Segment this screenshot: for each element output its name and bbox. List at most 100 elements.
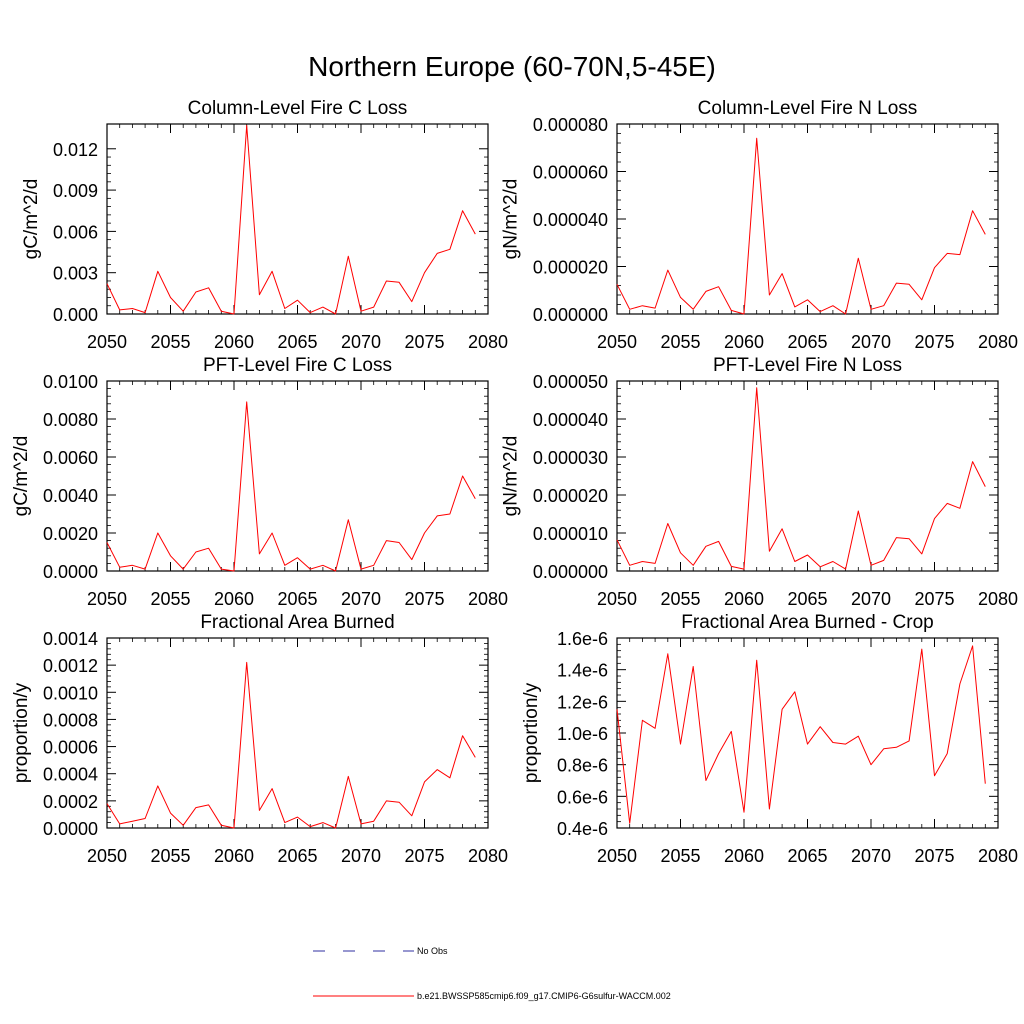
x-tick-label: 2050 xyxy=(87,332,127,352)
y-axis-label: gC/m^2/d xyxy=(21,179,42,260)
y-tick-label: 0.000010 xyxy=(533,524,608,544)
x-tick-label: 2075 xyxy=(914,589,954,609)
x-tick-label: 2075 xyxy=(404,589,444,609)
y-tick-label: 0.8e-6 xyxy=(557,756,608,776)
x-tick-label: 2065 xyxy=(277,846,317,866)
panel-2: Column-Level Fire N Loss 2050 2055 2060 2065… xyxy=(500,98,1018,352)
panel-1: Column-Level Fire C Loss 2050 2055 2060 2065… xyxy=(21,98,508,352)
series-line xyxy=(106,401,476,572)
y-tick-label: 0.0014 xyxy=(43,629,98,649)
plot-frame xyxy=(616,380,999,572)
x-tick-label: 2060 xyxy=(214,332,254,352)
y-tick-label: 0.000000 xyxy=(533,562,608,582)
y-tick-label: 0.4e-6 xyxy=(557,819,608,839)
legend-label: No Obs xyxy=(417,946,448,956)
x-tick-label: 2070 xyxy=(851,589,891,609)
x-tick-label: 2080 xyxy=(978,589,1018,609)
y-tick-label: 0.000020 xyxy=(533,486,608,506)
y-tick-label: 0.0000 xyxy=(43,819,98,839)
x-tick-label: 2080 xyxy=(978,332,1018,352)
x-tick-label: 2070 xyxy=(341,332,381,352)
x-tick-label: 2065 xyxy=(787,589,827,609)
y-tick-label: 1.4e-6 xyxy=(557,661,608,681)
series-line xyxy=(106,124,476,315)
x-tick-label: 2080 xyxy=(468,589,508,609)
y-tick-label: 0.0040 xyxy=(43,486,98,506)
y-tick-label: 1.0e-6 xyxy=(557,724,608,744)
y-tick-label: 0.000020 xyxy=(533,258,608,278)
series-line xyxy=(106,661,476,829)
y-tick-label: 0.0080 xyxy=(43,410,98,430)
x-tick-label: 2050 xyxy=(597,589,637,609)
y-tick-label: 0.0010 xyxy=(43,683,98,703)
panels-group: Column-Level Fire C Loss 2050 2055 2060 2065… xyxy=(11,98,1018,866)
x-tick-label: 2065 xyxy=(787,332,827,352)
x-tick-label: 2055 xyxy=(150,332,190,352)
y-tick-label: 0.000 xyxy=(53,305,98,325)
panel-6: Fractional Area Burned - Crop 2050 2055 206… xyxy=(521,612,1018,866)
series-line xyxy=(616,137,986,315)
y-tick-label: 0.0012 xyxy=(43,656,98,676)
x-tick-label: 2080 xyxy=(468,846,508,866)
x-tick-label: 2050 xyxy=(87,846,127,866)
x-tick-label: 2065 xyxy=(277,589,317,609)
y-tick-label: 0.012 xyxy=(53,140,98,160)
y-tick-label: 0.0008 xyxy=(43,710,98,730)
y-tick-label: 0.009 xyxy=(53,181,98,201)
x-tick-label: 2055 xyxy=(660,332,700,352)
panel-3: PFT-Level Fire C Loss 2050 2055 2060 2065 207… xyxy=(11,355,508,609)
y-tick-label: 0.6e-6 xyxy=(557,787,608,807)
y-tick-label: 0.0060 xyxy=(43,448,98,468)
y-tick-label: 0.000060 xyxy=(533,163,608,183)
x-tick-label: 2065 xyxy=(787,846,827,866)
panel-5: Fractional Area Burned 2050 2055 2060 2065 20… xyxy=(11,612,508,866)
y-tick-label: 0.000050 xyxy=(533,372,608,392)
figure-title: Northern Europe (60-70N,5-45E) xyxy=(308,51,716,82)
y-tick-label: 0.0100 xyxy=(43,372,98,392)
y-tick-label: 0.0002 xyxy=(43,792,98,812)
x-tick-label: 2060 xyxy=(724,332,764,352)
x-tick-label: 2055 xyxy=(660,589,700,609)
legend-item-1: No Obs xyxy=(313,946,448,956)
legend-label: b.e21.BWSSP585cmip6.f09_g17.CMIP6-G6sulf… xyxy=(417,991,671,1001)
panel-title: Fractional Area Burned xyxy=(200,612,394,633)
x-tick-label: 2060 xyxy=(214,589,254,609)
y-tick-label: 0.000000 xyxy=(533,305,608,325)
plot-frame xyxy=(106,380,489,572)
x-tick-label: 2075 xyxy=(404,332,444,352)
panel-title: Column-Level Fire N Loss xyxy=(698,98,918,119)
y-tick-label: 0.000030 xyxy=(533,448,608,468)
x-tick-label: 2080 xyxy=(978,846,1018,866)
x-tick-label: 2070 xyxy=(851,332,891,352)
y-tick-label: 1.2e-6 xyxy=(557,692,608,712)
y-axis-label: gN/m^2/d xyxy=(500,436,521,517)
x-tick-label: 2060 xyxy=(214,846,254,866)
x-tick-label: 2075 xyxy=(914,846,954,866)
x-tick-label: 2060 xyxy=(724,589,764,609)
y-tick-label: 0.0020 xyxy=(43,524,98,544)
x-tick-label: 2055 xyxy=(150,589,190,609)
series-line xyxy=(616,645,986,824)
legend: No Obs b.e21.BWSSP585cmip6.f09_g17.CMIP6-… xyxy=(313,946,671,1001)
series-line xyxy=(616,387,986,570)
y-tick-label: 0.000080 xyxy=(533,115,608,135)
y-tick-label: 0.0006 xyxy=(43,738,98,758)
x-tick-label: 2055 xyxy=(660,846,700,866)
y-tick-label: 0.0004 xyxy=(43,765,98,785)
x-tick-label: 2060 xyxy=(724,846,764,866)
x-tick-label: 2065 xyxy=(277,332,317,352)
x-tick-label: 2050 xyxy=(597,332,637,352)
panel-title: Column-Level Fire C Loss xyxy=(188,98,408,119)
y-tick-label: 0.0000 xyxy=(43,562,98,582)
y-tick-label: 0.000040 xyxy=(533,210,608,230)
x-tick-label: 2050 xyxy=(597,846,637,866)
y-tick-label: 0.000040 xyxy=(533,410,608,430)
y-tick-label: 0.006 xyxy=(53,222,98,242)
legend-item-2: b.e21.BWSSP585cmip6.f09_g17.CMIP6-G6sulf… xyxy=(313,991,671,1001)
x-tick-label: 2050 xyxy=(87,589,127,609)
x-tick-label: 2070 xyxy=(341,589,381,609)
x-tick-label: 2055 xyxy=(150,846,190,866)
panel-title: PFT-Level Fire N Loss xyxy=(713,355,902,376)
plot-frame xyxy=(616,637,999,829)
y-axis-label: gN/m^2/d xyxy=(500,179,521,260)
